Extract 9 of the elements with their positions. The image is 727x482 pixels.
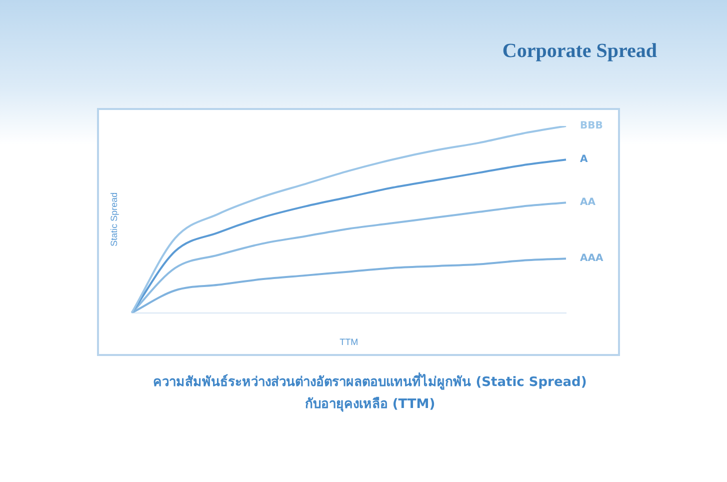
series-label: BBB <box>580 120 603 132</box>
y-axis-title: Static Spread <box>108 192 119 246</box>
series-label: AAA <box>580 253 604 264</box>
series-label: A <box>580 154 588 166</box>
text: ความสัมพันธ์ระหว่างส่วนต่างอัตราผลตอบแทนที่ไม่ผูกพัน (Static Spread) <box>152 372 588 392</box>
chart-title: Corporate Spread <box>502 40 657 63</box>
x-axis-title: TTM <box>340 337 358 348</box>
text: กับอายุคงเหลือ (TTM) <box>304 396 436 414</box>
series-label: AA <box>580 197 596 208</box>
